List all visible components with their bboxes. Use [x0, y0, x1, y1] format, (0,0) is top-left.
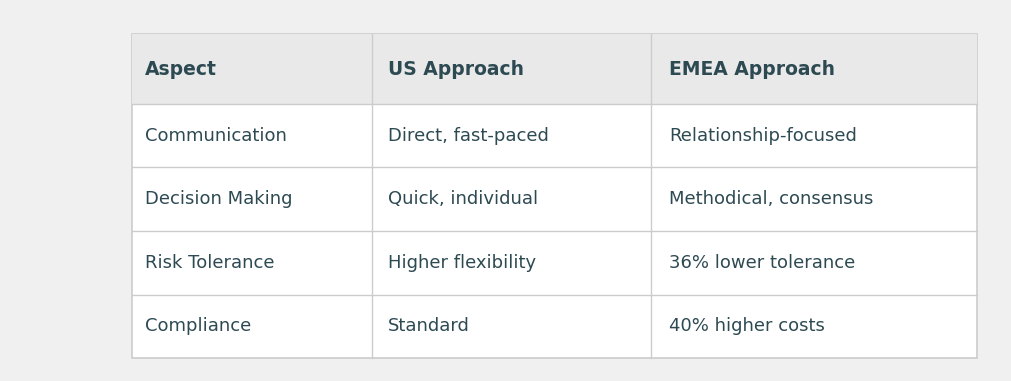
Text: Decision Making: Decision Making	[145, 190, 292, 208]
Text: EMEA Approach: EMEA Approach	[668, 59, 834, 78]
Text: Communication: Communication	[145, 127, 286, 145]
Text: Standard: Standard	[387, 317, 469, 335]
Text: Compliance: Compliance	[145, 317, 251, 335]
Text: 40% higher costs: 40% higher costs	[668, 317, 824, 335]
Text: Higher flexibility: Higher flexibility	[387, 254, 535, 272]
Text: Methodical, consensus: Methodical, consensus	[668, 190, 872, 208]
Bar	[131, 34, 976, 358]
Bar	[131, 34, 976, 104]
Text: 36% lower tolerance: 36% lower tolerance	[668, 254, 854, 272]
Text: Relationship-focused: Relationship-focused	[668, 127, 856, 145]
Text: Aspect: Aspect	[145, 59, 216, 78]
Text: US Approach: US Approach	[387, 59, 524, 78]
Text: Quick, individual: Quick, individual	[387, 190, 537, 208]
Text: Risk Tolerance: Risk Tolerance	[145, 254, 274, 272]
Text: Direct, fast-paced: Direct, fast-paced	[387, 127, 548, 145]
